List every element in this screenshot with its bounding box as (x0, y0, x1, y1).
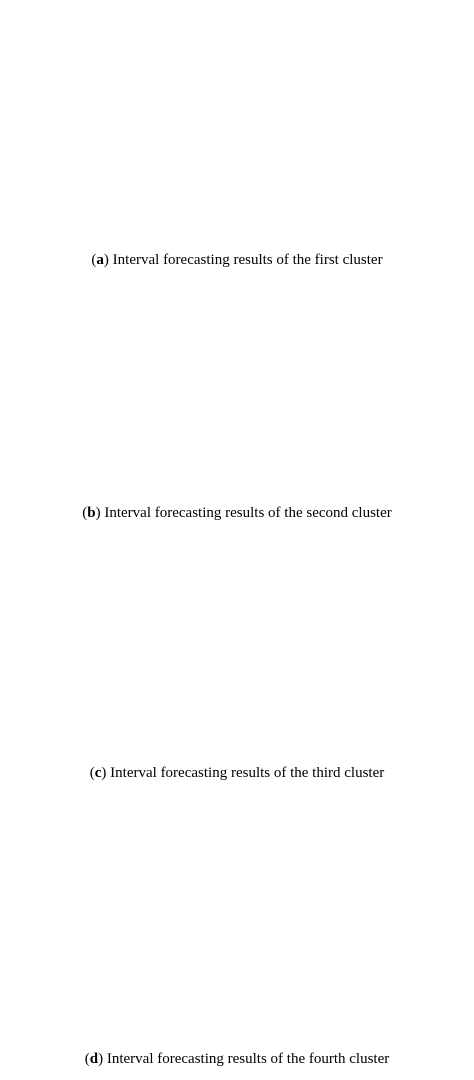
caption-text-d: Interval forecasting results of the four… (103, 1051, 390, 1067)
caption-c: (c) Interval forecasting results of the … (89, 765, 385, 781)
chart-panel-a: (a) Interval forecasting results of the … (0, 0, 474, 270)
caption-text-c: Interval forecasting results of the thir… (106, 765, 385, 781)
chart-svg-d (0, 805, 474, 1055)
caption-b: (b) Interval forecasting results of the … (82, 505, 392, 521)
chart-svg-a (0, 0, 474, 250)
chart-panel-d: (d) Interval forecasting results of the … (0, 805, 474, 1080)
caption-text-a: Interval forecasting results of the firs… (108, 252, 383, 268)
caption-letter-b: b (87, 505, 96, 521)
chart-panel-b: (b) Interval forecasting results of the … (0, 275, 474, 540)
caption-a: (a) Interval forecasting results of the … (91, 252, 383, 268)
caption-text-b: Interval forecasting results of the seco… (100, 505, 392, 521)
caption-d: (d) Interval forecasting results of the … (84, 1051, 390, 1067)
chart-svg-b (0, 275, 474, 520)
caption-letter-a: a (96, 252, 104, 268)
chart-svg-c (0, 535, 474, 775)
chart-panel-c: (c) Interval forecasting results of the … (0, 535, 474, 790)
caption-letter-d: d (89, 1051, 99, 1067)
caption-letter-c: c (94, 765, 102, 781)
